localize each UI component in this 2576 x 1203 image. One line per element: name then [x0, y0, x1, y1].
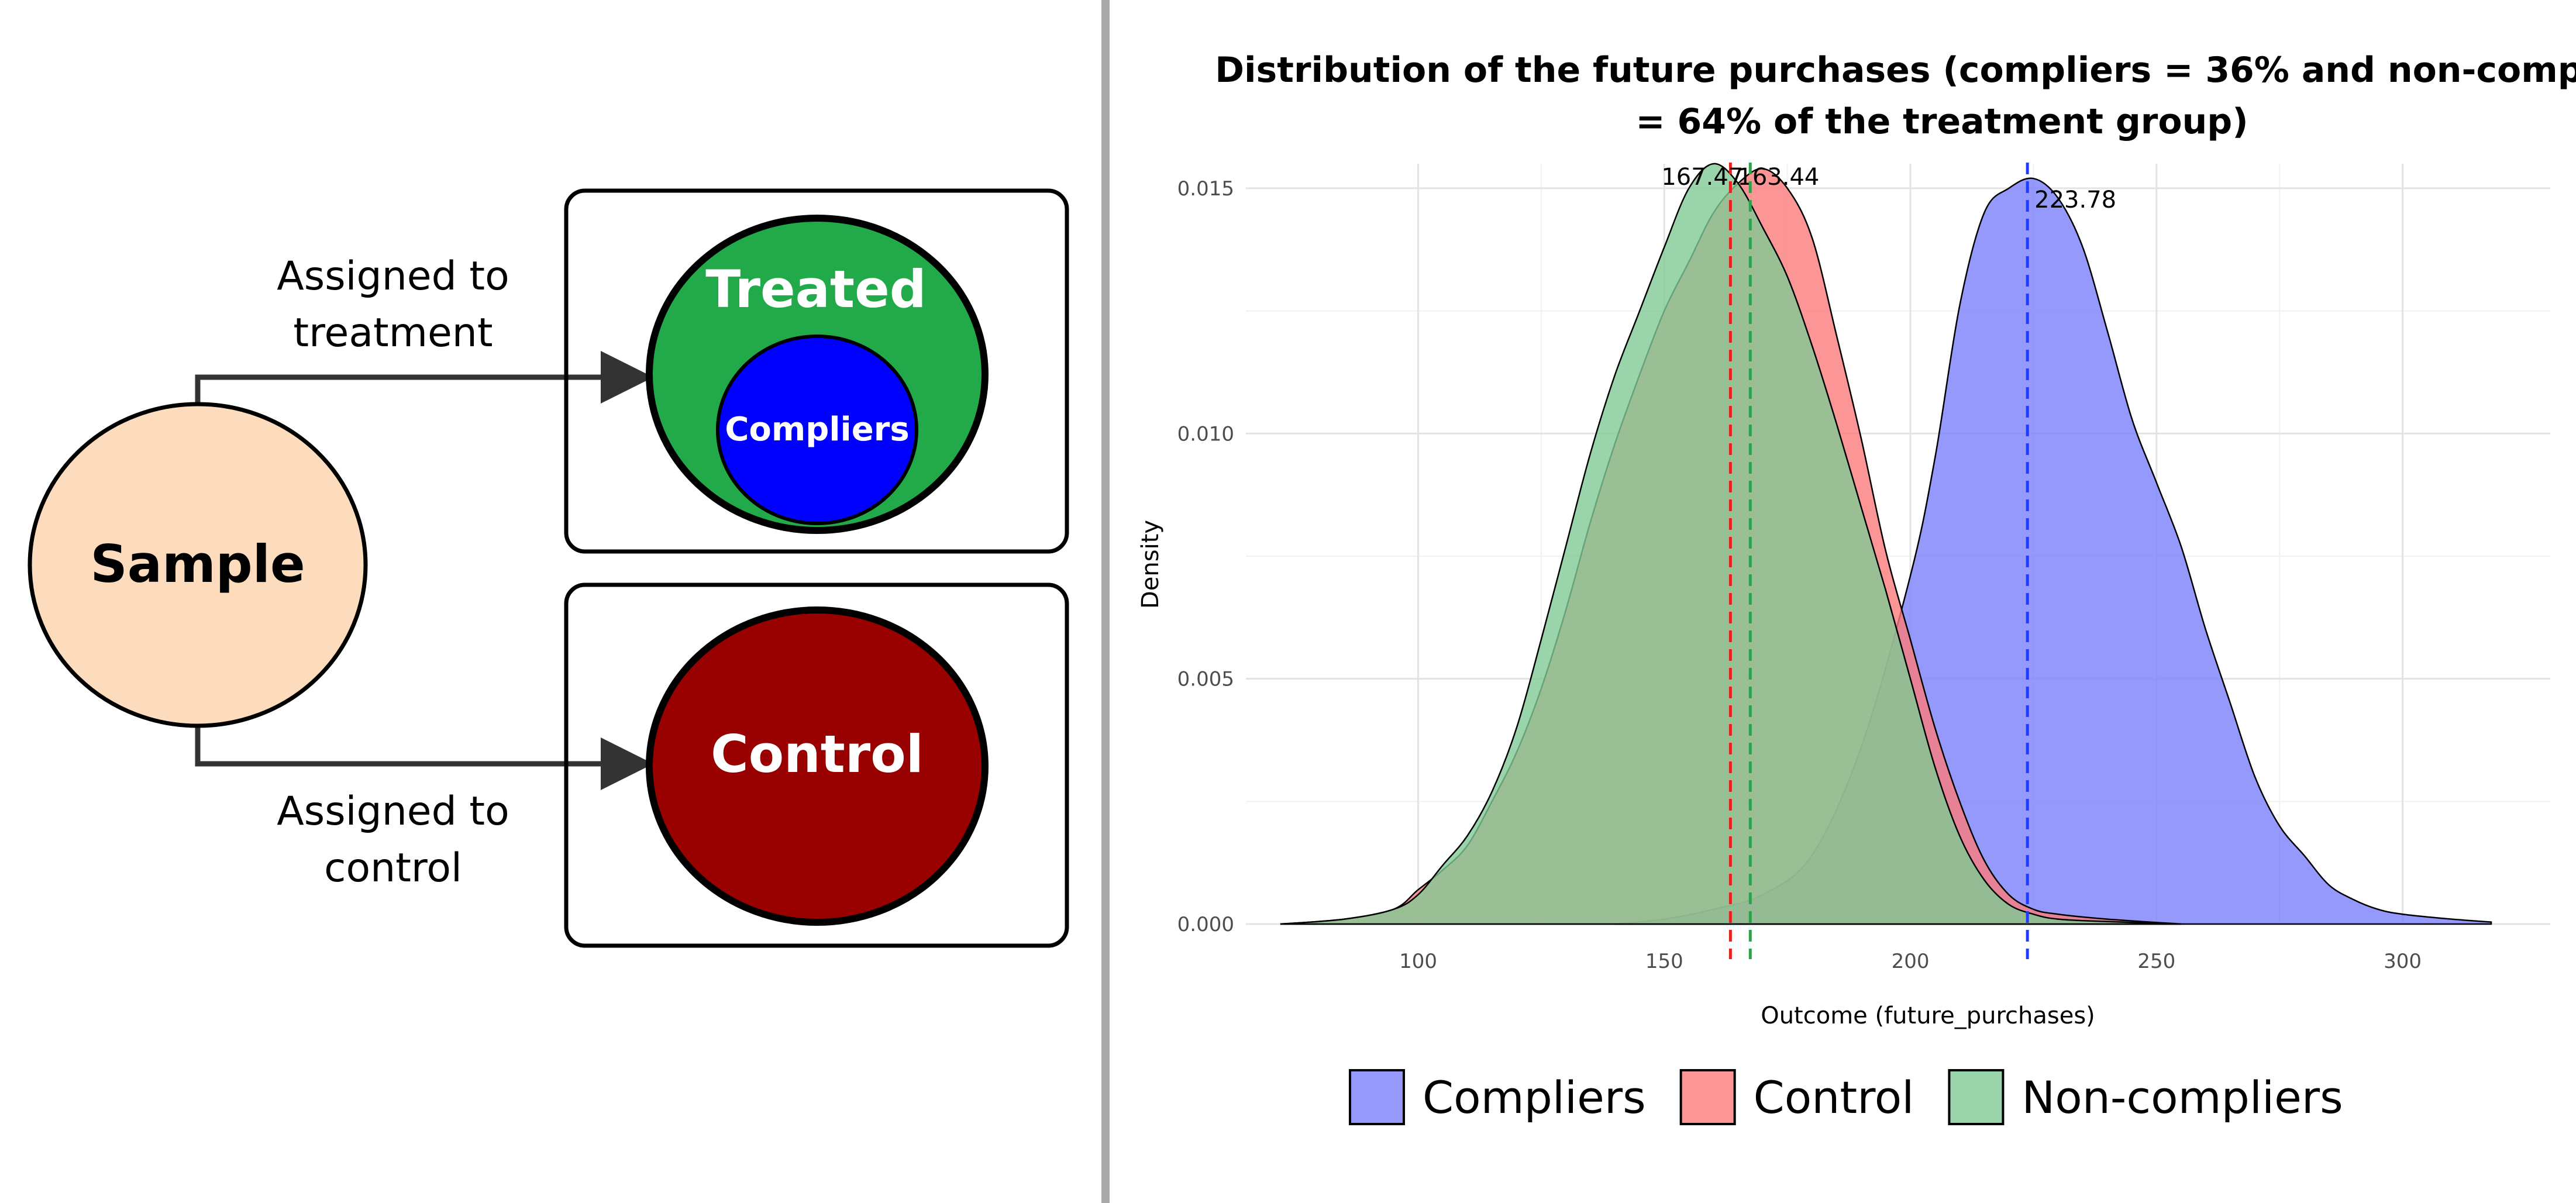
- x-tick-label: 200: [1892, 950, 1930, 973]
- legend-label-control: Control: [1754, 1071, 1914, 1123]
- legend-swatch-control: [1679, 1069, 1736, 1125]
- chart-title-line1: Distribution of the future purchases (co…: [1215, 50, 2576, 91]
- control-label: Control: [711, 724, 924, 784]
- legend-swatch-compliers: [1349, 1069, 1405, 1125]
- panel-divider: [1101, 0, 1110, 1203]
- sample-circle: [27, 402, 368, 728]
- y-tick-label: 0.010: [1177, 422, 1234, 446]
- axes: 100 150 200 250 300 0.000 0.005 0.010 0.015: [1177, 177, 2422, 973]
- legend: Compliers Control Non-compliers: [1349, 1069, 2343, 1125]
- treatment-arm-box: [564, 188, 1069, 554]
- treated-label: Treated: [705, 259, 927, 319]
- assigned-control-label-line1: Assigned to: [277, 788, 509, 835]
- legend-label-compliers: Compliers: [1423, 1071, 1646, 1123]
- compliers-label: Compliers: [725, 411, 909, 449]
- y-tick-label: 0.000: [1177, 913, 1234, 936]
- y-axis-label: Density: [1137, 520, 1164, 609]
- y-tick-label: 0.005: [1177, 668, 1234, 691]
- control-circle: [646, 606, 989, 926]
- x-tick-label: 300: [2384, 950, 2422, 973]
- compliers-circle: [716, 335, 918, 525]
- assigned-control-label-line2: control: [324, 845, 462, 891]
- x-axis-label: Outcome (future_purchases): [1761, 1002, 2095, 1029]
- assignment-diagram: Sample Treated Compliers Control Assigne…: [27, 188, 1069, 948]
- x-tick-label: 250: [2137, 950, 2175, 973]
- chart-title-line2: = 64% of the treatment group): [1635, 101, 2248, 142]
- assigned-treatment-label-line2: treatment: [293, 310, 493, 356]
- sample-label: Sample: [90, 534, 305, 594]
- control-connector: [195, 719, 653, 790]
- legend-swatch-non-compliers: [1948, 1069, 2005, 1125]
- control-arm-box: [564, 582, 1069, 948]
- x-tick-label: 150: [1645, 950, 1683, 973]
- x-tick-label: 100: [1399, 950, 1437, 973]
- density-areas: [1280, 163, 2492, 925]
- legend-label-non-compliers: Non-compliers: [2021, 1071, 2343, 1123]
- y-tick-label: 0.015: [1177, 177, 1234, 201]
- assigned-treatment-label-line1: Assigned to: [277, 253, 509, 299]
- mean-label-compliers: 223.78: [2034, 187, 2116, 213]
- treatment-connector: [195, 351, 653, 409]
- density-chart: Distribution of the future purchases (co…: [1137, 50, 2576, 1125]
- mean-label-non-compliers: 167.47: [1661, 164, 1743, 191]
